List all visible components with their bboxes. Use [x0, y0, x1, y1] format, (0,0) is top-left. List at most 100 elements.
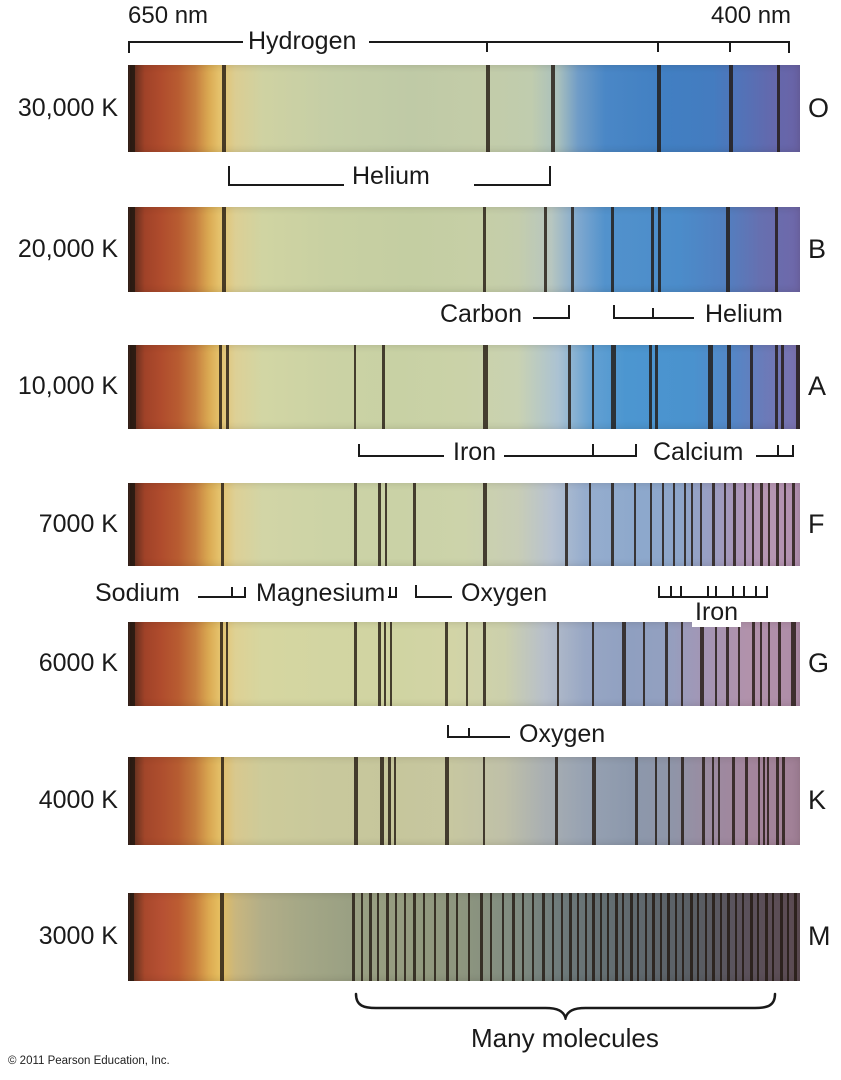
- absorption-line: [483, 757, 485, 845]
- sodium-magnesium-oxygen-iron-under-F-tick: [415, 585, 417, 598]
- absorption-line: [522, 893, 524, 981]
- absorption-line: [715, 622, 717, 706]
- absorption-line: [727, 345, 731, 429]
- absorption-line: [658, 207, 661, 292]
- helium-under-O-line: [228, 184, 344, 186]
- absorption-line: [222, 207, 226, 292]
- absorption-line: [767, 757, 769, 845]
- absorption-line: [796, 345, 800, 429]
- absorption-line: [219, 345, 222, 429]
- sodium-magnesium-oxygen-iron-under-F-tick: [670, 586, 672, 598]
- absorption-line: [532, 893, 534, 981]
- absorption-line: [650, 483, 652, 566]
- absorption-line: [724, 483, 726, 566]
- absorption-line: [705, 893, 707, 981]
- absorption-line: [752, 483, 754, 566]
- absorption-line: [712, 483, 715, 566]
- absorption-line: [589, 483, 591, 566]
- iron-calcium-under-A-tick: [792, 445, 794, 457]
- element-label-oxygen: Oxygen: [516, 720, 609, 749]
- element-label-iron: Iron: [692, 598, 742, 627]
- absorption-line: [750, 893, 753, 981]
- element-label-sodium: Sodium: [92, 579, 183, 608]
- hydrogen-bracket-tick: [729, 41, 731, 52]
- absorption-line: [483, 483, 487, 566]
- absorption-line: [386, 893, 389, 981]
- temperature-label-M: 3000 K: [38, 922, 118, 950]
- absorption-line: [388, 757, 391, 845]
- temperature-label-B: 20,000 K: [17, 234, 118, 263]
- absorption-line: [622, 893, 624, 981]
- absorption-line: [668, 757, 670, 845]
- absorption-line: [758, 757, 760, 845]
- oxygen-under-G-tick: [447, 725, 449, 738]
- absorption-line: [561, 893, 563, 981]
- absorption-line: [413, 483, 416, 566]
- absorption-line: [726, 622, 729, 706]
- wavelength-400-label: 400 nm: [711, 2, 792, 29]
- absorption-line: [378, 622, 381, 706]
- absorption-line: [130, 207, 135, 292]
- absorption-line: [434, 893, 436, 981]
- absorption-line: [385, 483, 387, 566]
- absorption-line: [667, 893, 670, 981]
- spectral-class-O: O: [808, 92, 830, 123]
- absorption-line: [662, 483, 664, 566]
- sodium-magnesium-oxygen-iron-under-F-tick: [680, 586, 682, 598]
- sodium-magnesium-oxygen-iron-under-F-tick: [732, 586, 734, 598]
- absorption-line: [742, 893, 744, 981]
- absorption-line: [622, 622, 626, 706]
- absorption-line: [673, 483, 675, 566]
- spectrum-band-A: [128, 345, 800, 429]
- absorption-line: [684, 483, 686, 566]
- absorption-line: [733, 483, 736, 566]
- absorption-line: [130, 757, 135, 845]
- absorption-line: [369, 893, 372, 981]
- absorption-line: [768, 483, 770, 566]
- absorption-line: [708, 345, 713, 429]
- element-label-oxygen: Oxygen: [458, 579, 551, 608]
- absorption-line: [354, 345, 356, 429]
- absorption-line: [456, 893, 458, 981]
- absorption-line: [690, 893, 693, 981]
- iron-calcium-under-A-line: [358, 455, 444, 457]
- absorption-line: [130, 345, 136, 429]
- absorption-line: [778, 622, 781, 706]
- absorption-line: [643, 622, 645, 706]
- absorption-line: [752, 622, 755, 706]
- absorption-line: [220, 622, 223, 706]
- absorption-line: [394, 757, 396, 845]
- absorption-line: [512, 893, 515, 981]
- temperature-label-K: 4000 K: [38, 786, 118, 814]
- absorption-line: [660, 893, 662, 981]
- absorption-line: [745, 757, 748, 845]
- absorption-line: [592, 622, 594, 706]
- absorption-line: [744, 483, 746, 566]
- absorption-line: [682, 893, 684, 981]
- absorption-line: [384, 622, 386, 706]
- hydrogen-bracket-tick: [788, 41, 790, 53]
- element-label-calcium: Calcium: [650, 438, 747, 467]
- absorption-line: [220, 893, 224, 981]
- spectrum-band-G: [128, 622, 800, 706]
- sodium-magnesium-oxygen-iron-under-F-line: [658, 596, 767, 598]
- absorption-line: [483, 345, 488, 429]
- wavelength-650-label: 650 nm: [128, 2, 209, 29]
- spectrum-band-O: [128, 65, 800, 152]
- absorption-line: [221, 483, 224, 566]
- spectrum-band-F: [128, 483, 800, 566]
- copyright-text: © 2011 Pearson Education, Inc.: [8, 1055, 170, 1067]
- spectral-class-B: B: [808, 233, 827, 264]
- absorption-line: [691, 483, 693, 566]
- absorption-line: [750, 345, 753, 429]
- absorption-line: [655, 345, 658, 429]
- absorption-line: [354, 483, 357, 566]
- sodium-magnesium-oxygen-iron-under-F-tick: [766, 586, 768, 598]
- element-label-iron: Iron: [450, 438, 500, 467]
- absorption-line: [768, 622, 770, 706]
- absorption-line: [585, 893, 587, 981]
- absorption-line: [222, 65, 226, 152]
- sodium-magnesium-oxygen-iron-under-F-tick: [707, 586, 709, 598]
- element-label-hydrogen: Hydrogen: [245, 27, 360, 56]
- absorption-line: [781, 345, 784, 429]
